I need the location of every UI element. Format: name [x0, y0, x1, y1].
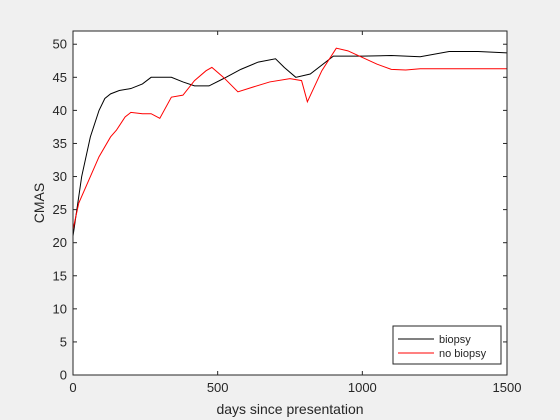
y-tick-label: 30	[53, 169, 67, 184]
y-tick-label: 10	[53, 301, 67, 316]
x-tick-label: 1000	[348, 380, 377, 395]
y-tick-label: 35	[53, 136, 67, 151]
series-line-biopsy	[72, 51, 508, 237]
x-tick-label: 1500	[493, 380, 522, 395]
y-tick-label: 40	[53, 103, 67, 118]
axes-box	[72, 30, 508, 376]
plot-area	[73, 31, 507, 375]
y-axis-label: CMAS	[31, 183, 47, 223]
legend: biopsy no biopsy	[392, 325, 502, 365]
series-layer	[72, 47, 508, 237]
x-tick-label: 500	[207, 380, 229, 395]
y-tick-label: 25	[53, 202, 67, 217]
x-axis-label: days since presentation	[216, 401, 363, 417]
series-line-no-biopsy	[72, 47, 507, 230]
legend-box	[392, 325, 502, 365]
y-tick-label: 45	[53, 70, 67, 85]
legend-label-no-biopsy: no biopsy	[439, 348, 487, 360]
y-tick-label: 0	[60, 368, 67, 383]
y-tick-label: 20	[53, 235, 67, 250]
tick-layer: 0 500 1000 1500 0 5 10 15 20 25 30 35 40 45 50	[53, 31, 522, 395]
y-tick-label: 50	[53, 37, 67, 52]
y-tick-label: 15	[53, 268, 67, 283]
y-tick-label: 5	[60, 334, 67, 349]
x-tick-label: 0	[69, 380, 76, 395]
legend-label-biopsy: biopsy	[439, 334, 471, 346]
